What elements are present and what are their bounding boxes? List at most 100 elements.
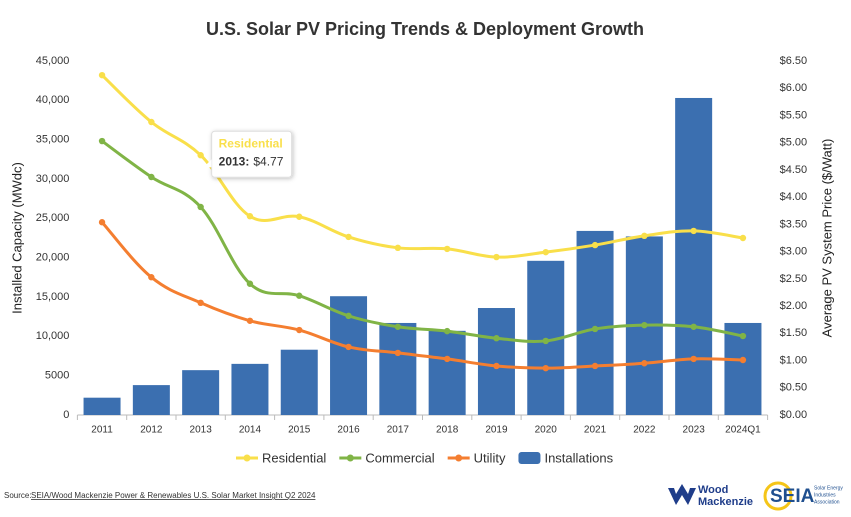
point	[443, 355, 451, 363]
logo-subtext: Association	[814, 499, 840, 505]
legend: Residential Commercial Utility Installation…	[236, 450, 614, 465]
point	[542, 364, 549, 372]
y2-tick-label: $3.00	[780, 246, 808, 258]
point	[197, 152, 204, 159]
plot-area: 0 5000 10,000 15,000 20,000 25,000 30,000 35,00…	[36, 55, 807, 436]
x-tick-label: 2011	[91, 425, 113, 436]
y2-tick-label: $5.50	[780, 109, 808, 121]
tooltip-pointer	[203, 159, 212, 168]
x-tick-label: 2024Q1	[725, 425, 761, 436]
point	[98, 137, 106, 145]
y2-tick-label: $1.00	[780, 354, 808, 366]
point	[542, 248, 549, 256]
point	[296, 326, 303, 334]
tooltip-box	[211, 130, 293, 178]
bar	[675, 97, 713, 416]
point	[591, 362, 599, 370]
y2-tick-label: $0.50	[780, 382, 808, 394]
y-axis-title: Installed Capacity (MWdc)	[9, 162, 24, 314]
point	[394, 349, 402, 357]
point	[394, 244, 402, 252]
point	[739, 234, 747, 242]
logo-text: SEIA	[770, 486, 815, 507]
tooltip-value: $4.77	[253, 154, 283, 168]
legend-swatch	[243, 454, 251, 462]
point	[98, 71, 106, 79]
point	[246, 317, 254, 324]
point	[296, 213, 303, 220]
point	[345, 233, 352, 241]
y2-tick-label: $6.00	[780, 82, 808, 94]
tooltip: Residential 2013: $4.77	[203, 130, 293, 178]
point	[148, 173, 155, 181]
x-tick-label: 2018	[436, 425, 459, 436]
logo-subtext: Industries	[814, 492, 836, 498]
bar	[132, 385, 170, 415]
point	[197, 203, 204, 211]
x-tick-label: 2012	[140, 425, 163, 436]
y2-tick-label: $4.50	[780, 164, 808, 176]
point	[148, 118, 155, 126]
point	[197, 299, 204, 307]
x-tick-label: 2014	[239, 425, 262, 436]
point	[591, 325, 599, 333]
point	[591, 241, 599, 249]
legend-item: Installations	[518, 450, 614, 465]
point	[443, 245, 451, 253]
point	[542, 337, 549, 345]
legend-item: Utility	[447, 450, 506, 465]
legend-label: Installations	[544, 450, 613, 465]
point	[690, 227, 697, 235]
point	[246, 280, 254, 287]
legend-item: Residential	[236, 450, 326, 465]
y2-axis-title: Average PV System Price ($/Watt)	[819, 139, 834, 338]
y-tick-label: 30,000	[36, 173, 70, 185]
wood-mackenzie-logo: Wood Mackenzie	[668, 484, 753, 508]
bar	[477, 308, 515, 415]
point	[690, 323, 697, 330]
x-tick-label: 2017	[387, 425, 410, 436]
point	[394, 323, 402, 330]
bar	[182, 370, 220, 415]
point	[641, 321, 648, 329]
point	[345, 343, 352, 351]
legend-label: Commercial	[365, 450, 434, 465]
seia-logo: SEIA Solar Energy Industries Association	[763, 481, 843, 511]
x-tick-label: 2023	[683, 425, 706, 436]
bar	[280, 349, 318, 415]
chart-title: U.S. Solar PV Pricing Trends & Deploymen…	[206, 19, 644, 39]
y2-tick-label: $5.00	[780, 137, 808, 149]
point	[641, 232, 648, 240]
x-tick-label: 2020	[535, 425, 558, 436]
y-tick-label: 0	[63, 409, 69, 421]
y2-tick-label: $4.00	[780, 191, 808, 203]
source-prefix: Source:	[4, 491, 32, 500]
point	[296, 292, 303, 299]
y-tick-label: 45,000	[36, 55, 70, 67]
y2-tick-label: $1.50	[780, 327, 808, 339]
y-tick-label: 5000	[45, 370, 69, 382]
x-tick-label: 2016	[337, 425, 360, 436]
x-tick-label: 2022	[633, 425, 656, 436]
tooltip-series: Residential	[219, 136, 283, 150]
point	[739, 356, 747, 364]
y-tick-label: 25,000	[36, 212, 70, 224]
y2-tick-label: $0.00	[780, 409, 808, 421]
point	[493, 253, 500, 261]
point	[443, 327, 451, 335]
y-tick-label: 20,000	[36, 252, 70, 264]
x-tick-label: 2021	[584, 425, 607, 436]
point	[148, 274, 155, 281]
x-tick-label: 2013	[190, 425, 213, 436]
legend-swatch	[518, 452, 541, 464]
legend-item: Commercial	[339, 450, 435, 465]
bar	[428, 330, 466, 415]
source-link[interactable]: SEIA/Wood Mackenzie Power & Renewables U…	[31, 491, 316, 500]
legend-label: Residential	[262, 450, 326, 465]
logo-subtext: Solar Energy	[814, 485, 843, 491]
logo-text: Wood	[698, 484, 728, 496]
y-tick-label: 40,000	[36, 94, 70, 106]
y-tick-label: 15,000	[36, 291, 70, 303]
